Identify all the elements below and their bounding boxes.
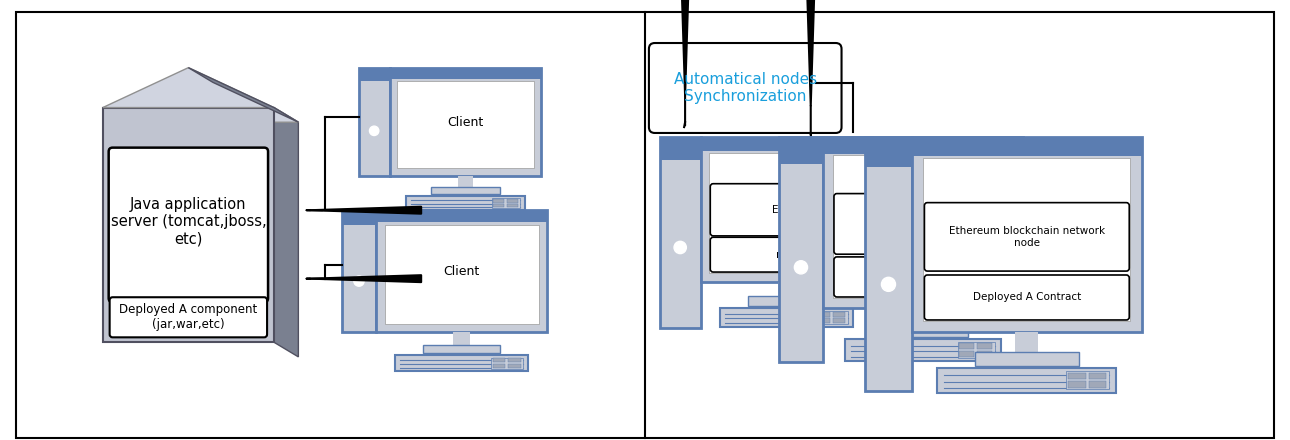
Text: Client: Client [448,116,484,129]
FancyBboxPatch shape [508,358,521,363]
FancyBboxPatch shape [108,148,268,302]
Polygon shape [103,68,273,107]
FancyBboxPatch shape [748,296,824,306]
FancyBboxPatch shape [978,343,992,349]
FancyBboxPatch shape [1089,381,1107,388]
FancyBboxPatch shape [491,198,520,208]
FancyBboxPatch shape [659,137,700,327]
FancyBboxPatch shape [832,312,845,317]
Text: Ethereum blockc
nod: Ethereum blockc nod [880,213,968,235]
Circle shape [353,276,364,286]
FancyBboxPatch shape [359,69,390,176]
Text: Automatical nodes
Synchronization: Automatical nodes Synchronization [673,72,817,104]
FancyBboxPatch shape [17,12,1273,438]
FancyBboxPatch shape [912,137,1142,157]
Circle shape [675,241,686,253]
FancyBboxPatch shape [342,210,377,225]
FancyBboxPatch shape [1015,333,1038,352]
FancyBboxPatch shape [938,368,1116,393]
FancyBboxPatch shape [493,358,506,363]
FancyBboxPatch shape [778,282,795,296]
Text: Java application
server (tomcat,jboss,
etc): Java application server (tomcat,jboss, e… [111,197,266,247]
FancyBboxPatch shape [1068,373,1086,379]
FancyBboxPatch shape [115,317,262,334]
FancyBboxPatch shape [823,137,1023,154]
FancyBboxPatch shape [815,311,848,324]
Text: Ethereum blockchain network
node: Ethereum blockchain network node [948,226,1106,248]
FancyBboxPatch shape [957,342,995,358]
Text: Deployed A: Deployed A [893,272,953,282]
FancyBboxPatch shape [720,308,853,327]
FancyBboxPatch shape [710,153,863,273]
FancyBboxPatch shape [711,237,862,272]
Polygon shape [273,107,298,357]
Text: Deployed A component
(jar,war,etc): Deployed A component (jar,war,etc) [119,303,258,331]
FancyBboxPatch shape [833,194,1013,254]
FancyBboxPatch shape [711,184,862,236]
Text: Ether: Ether [773,205,800,215]
FancyBboxPatch shape [818,318,829,323]
FancyBboxPatch shape [507,199,519,203]
FancyBboxPatch shape [103,107,273,342]
FancyBboxPatch shape [390,69,542,79]
FancyBboxPatch shape [491,358,522,369]
FancyBboxPatch shape [384,225,539,324]
FancyBboxPatch shape [960,343,974,349]
FancyBboxPatch shape [818,312,829,317]
FancyBboxPatch shape [458,176,473,187]
FancyBboxPatch shape [779,137,823,164]
FancyBboxPatch shape [832,318,845,323]
FancyBboxPatch shape [925,203,1129,271]
FancyBboxPatch shape [1067,371,1109,389]
FancyBboxPatch shape [431,187,499,194]
FancyBboxPatch shape [823,137,1023,308]
Text: ract: ract [777,249,797,260]
Circle shape [881,277,895,291]
FancyBboxPatch shape [359,69,390,81]
Polygon shape [188,68,298,122]
FancyBboxPatch shape [508,363,521,368]
FancyBboxPatch shape [342,210,377,333]
FancyBboxPatch shape [659,137,700,160]
FancyBboxPatch shape [866,137,912,167]
FancyBboxPatch shape [779,137,823,362]
FancyBboxPatch shape [493,363,506,368]
FancyBboxPatch shape [406,196,525,210]
FancyBboxPatch shape [700,137,872,151]
FancyBboxPatch shape [397,81,534,169]
Polygon shape [103,107,298,122]
FancyBboxPatch shape [377,210,547,333]
Text: Deployed A Contract: Deployed A Contract [973,293,1081,302]
FancyBboxPatch shape [960,351,974,357]
FancyBboxPatch shape [866,137,912,391]
Text: Client: Client [444,265,480,278]
FancyBboxPatch shape [1089,373,1107,379]
FancyBboxPatch shape [700,137,872,282]
FancyBboxPatch shape [110,297,267,337]
FancyBboxPatch shape [390,69,542,176]
FancyBboxPatch shape [423,345,501,353]
FancyBboxPatch shape [453,333,471,345]
FancyBboxPatch shape [377,210,547,223]
FancyBboxPatch shape [912,137,1142,333]
FancyBboxPatch shape [507,204,519,207]
FancyBboxPatch shape [925,275,1129,320]
FancyBboxPatch shape [649,43,841,133]
FancyBboxPatch shape [395,355,529,371]
FancyBboxPatch shape [833,155,1014,298]
FancyBboxPatch shape [493,199,504,203]
FancyBboxPatch shape [1068,381,1086,388]
FancyBboxPatch shape [878,325,969,337]
FancyBboxPatch shape [493,204,504,207]
FancyBboxPatch shape [913,308,933,325]
FancyBboxPatch shape [845,339,1001,361]
Circle shape [795,261,808,274]
FancyBboxPatch shape [924,158,1130,321]
FancyBboxPatch shape [978,351,992,357]
FancyBboxPatch shape [833,257,1013,297]
Circle shape [369,126,379,136]
FancyBboxPatch shape [975,352,1078,366]
